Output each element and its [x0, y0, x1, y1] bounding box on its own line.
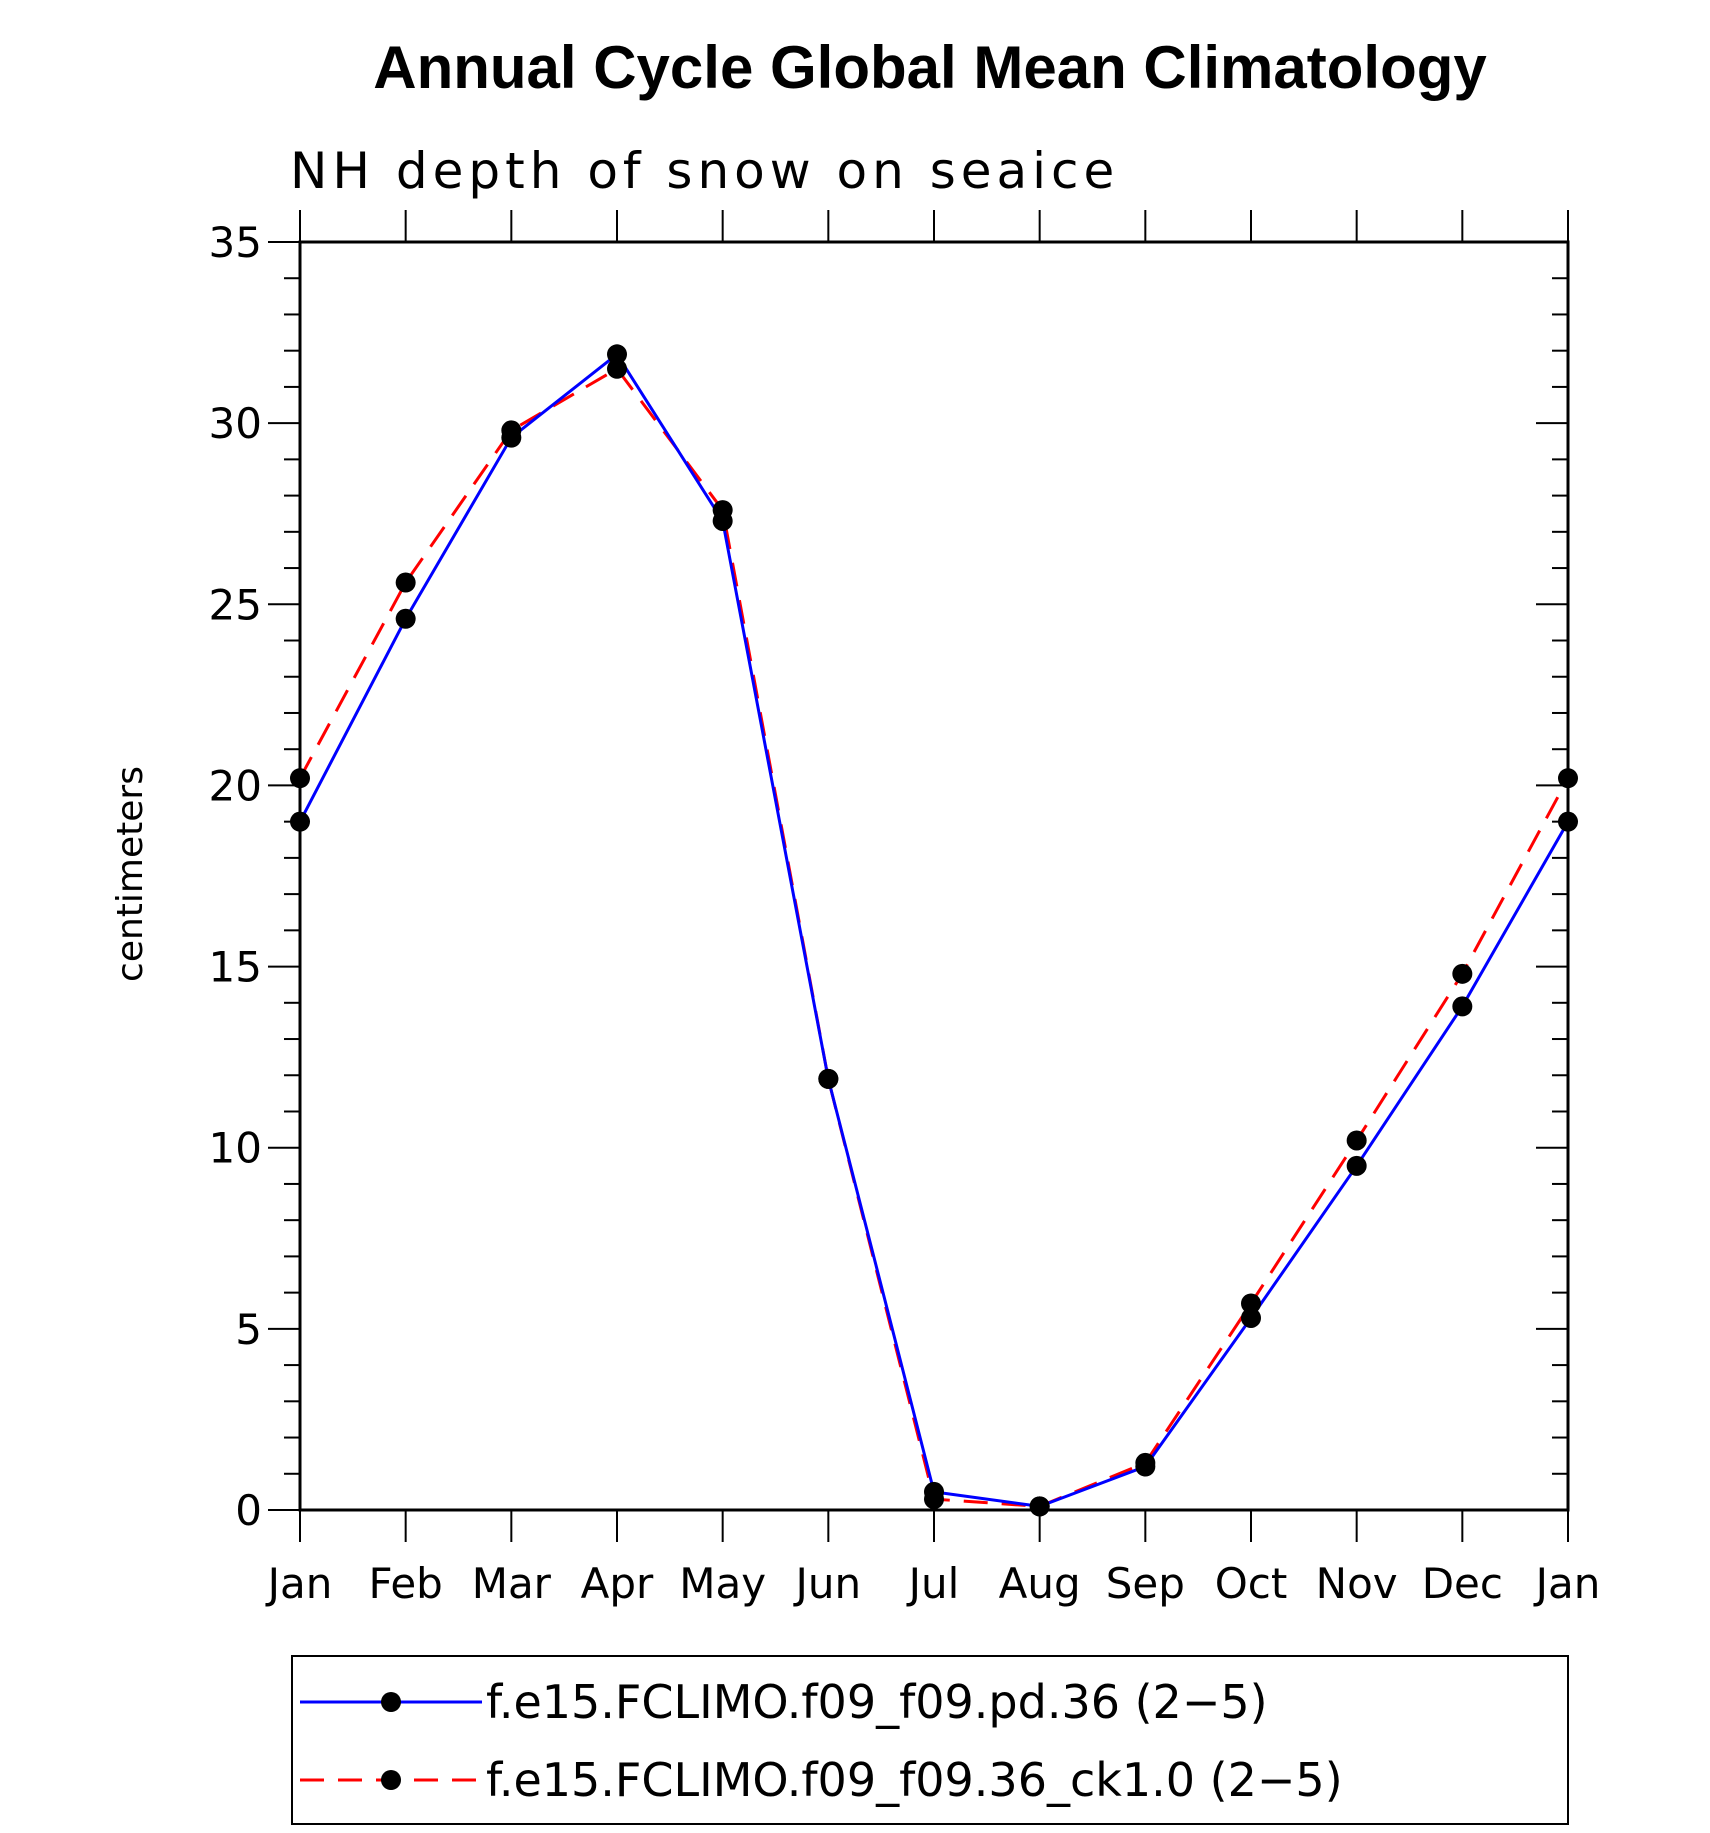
y-tick-label: 15: [209, 943, 262, 992]
x-tick-label: Nov: [1316, 1559, 1398, 1608]
series-1-point: [1452, 996, 1473, 1017]
y-tick-label: 35: [209, 218, 262, 267]
x-tick-label: Jan: [265, 1559, 333, 1608]
series-line-2: [298, 367, 1570, 1508]
series-2-point: [818, 1068, 839, 1089]
series-1-point: [607, 344, 627, 365]
series-2-point: [1029, 1496, 1050, 1517]
y-tick-label: 25: [209, 580, 262, 629]
series-2-point: [924, 1489, 944, 1510]
x-tick-label: Dec: [1422, 1559, 1503, 1608]
x-tick-label: May: [679, 1559, 766, 1608]
x-tick-label: Jul: [906, 1559, 960, 1608]
series-1-point: [1241, 1307, 1261, 1328]
x-tick-label: Aug: [999, 1559, 1081, 1608]
series-2-point: [1241, 1293, 1261, 1314]
series-layer: [290, 344, 1578, 1517]
legend-label-series-2: f.e15.FCLIMO.f09_f09.36_ck1.0 (2−5): [486, 1753, 1343, 1807]
series-2-point: [1452, 963, 1473, 984]
series-2-point: [290, 768, 310, 789]
series-2-point: [1558, 768, 1578, 789]
y-tick-label: 5: [235, 1305, 262, 1354]
x-tick-label: Apr: [581, 1559, 654, 1608]
x-tick-label: Feb: [368, 1559, 442, 1608]
series-1-point: [1558, 811, 1578, 832]
series-2-point: [501, 420, 522, 441]
chart-subtitle: NH depth of snow on seaice: [290, 142, 1119, 200]
series-line-1: [298, 352, 1570, 1508]
series-2-point: [607, 358, 627, 379]
x-tick-label: Oct: [1215, 1559, 1288, 1608]
x-tick-label: Jan: [1533, 1559, 1601, 1608]
legend: f.e15.FCLIMO.f09_f09.pd.36 (2−5) f.e15.F…: [291, 1655, 1569, 1825]
series-2-point: [1135, 1452, 1156, 1473]
series-1-point: [395, 608, 416, 629]
y-axis-label: centimeters: [110, 766, 151, 982]
y-tick-label: 20: [209, 761, 262, 810]
series-1-point: [290, 811, 310, 832]
x-tick-label: Mar: [472, 1559, 552, 1608]
series-2-point: [1346, 1130, 1367, 1151]
series-2-point: [395, 572, 416, 593]
legend-box: [291, 1655, 1569, 1825]
legend-marker-series-2: [381, 1770, 401, 1790]
plot-frame: [298, 240, 1570, 1512]
x-tick-label: Sep: [1106, 1559, 1185, 1608]
chart-title: Annual Cycle Global Mean Climatology: [373, 34, 1487, 101]
y-tick-label: 30: [209, 399, 262, 448]
legend-label-series-1: f.e15.FCLIMO.f09_f09.pd.36 (2−5): [486, 1675, 1268, 1729]
y-tick-label: 0: [235, 1486, 262, 1535]
series-2-point: [712, 500, 733, 521]
x-tick-label: Jun: [793, 1559, 862, 1608]
plot-axes: 0 5 10 15 20 25 30 35 Jan Feb Mar Apr May Jun Jul Aug Se…: [209, 210, 1601, 1608]
series-1-point: [1346, 1155, 1367, 1176]
y-tick-label: 10: [209, 1124, 262, 1173]
legend-marker-series-1: [381, 1692, 401, 1712]
